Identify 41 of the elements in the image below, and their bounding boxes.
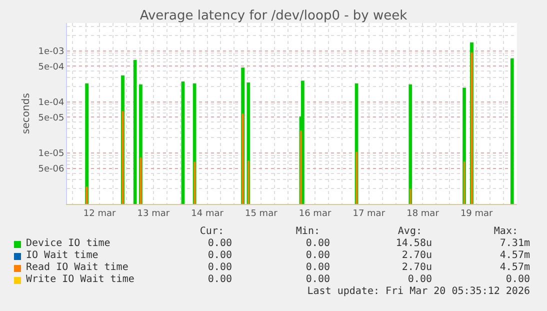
text: 7.31m [500, 238, 530, 250]
legend-label: Device IO time [26, 238, 110, 250]
text: 0.00 [306, 274, 330, 286]
x-tick-label: 18 mar [406, 208, 440, 219]
y-tick-label: 5e-04 [38, 62, 64, 72]
y-tick-label: 5e-05 [38, 113, 64, 124]
text: 0.00 [306, 262, 330, 274]
text: 0.00 [208, 274, 232, 286]
y-tick-label: 1e-05 [38, 149, 64, 160]
x-tick-label: 14 mar [191, 208, 224, 219]
text: 0.00 [208, 262, 232, 274]
y-tick-label: 1e-04 [38, 98, 64, 108]
text: Cur: [200, 226, 224, 238]
x-tick-label: 19 mar [460, 208, 494, 219]
text: 0.00 [208, 250, 232, 262]
y-axis-title: seconds [21, 93, 32, 134]
text: Min: [296, 226, 320, 238]
y-tick-label: 5e-06 [38, 164, 64, 174]
text: Max: [494, 226, 518, 238]
x-tick-label: 17 mar [352, 208, 386, 219]
legend-label: Read IO Wait time [26, 262, 128, 274]
x-tick-label: 13 mar [137, 208, 170, 219]
text: 2.70u [402, 262, 432, 274]
text: 0.00 [506, 274, 530, 286]
x-tick-label: 15 mar [244, 208, 278, 219]
text: 0.00 [306, 250, 330, 262]
text: 0.00 [408, 274, 432, 286]
chart-title: Average latency for /dev/loop0 - by week [140, 8, 408, 24]
text: 4.57m [500, 250, 530, 262]
text: 0.00 [306, 238, 330, 250]
y-tick-label: 1e-03 [38, 46, 64, 57]
legend-label: Write IO Wait time [26, 274, 134, 286]
legend-label: IO Wait time [26, 250, 98, 262]
x-tick-label: 16 mar [298, 208, 332, 219]
text: Last update: Fri Mar 20 05:35:12 2026 [307, 286, 530, 298]
text: 4.57m [500, 262, 530, 274]
x-tick-label: 12 mar [83, 208, 116, 219]
text: Avg: [398, 226, 422, 238]
text: 14.58u [396, 238, 432, 250]
text: 0.00 [208, 238, 232, 250]
text: 2.70u [402, 250, 432, 262]
